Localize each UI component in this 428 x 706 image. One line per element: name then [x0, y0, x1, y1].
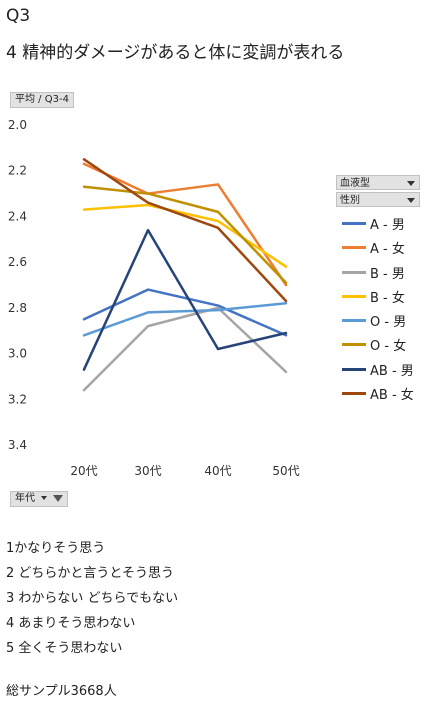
- series-lines: [82, 158, 288, 392]
- chart-subtitle: 4 精神的ダメージがあると体に変調が表れる: [6, 43, 345, 63]
- legend-swatch: [342, 392, 366, 396]
- legend-swatch: [342, 246, 366, 250]
- sample-size: 総サンプル3668人: [6, 684, 117, 699]
- gender-filter-button[interactable]: 性別: [336, 192, 420, 207]
- answer-scale-notes: 1かなりそう思う 2 どちらかと言うとそう思う 3 わからない どちらでもない …: [6, 536, 178, 661]
- age-field-button[interactable]: 年代: [10, 491, 69, 507]
- gender-filter-label: 性別: [340, 195, 360, 206]
- legend-label: B - 男: [370, 266, 405, 282]
- y-tick-label: 3.4: [8, 438, 27, 452]
- legend-label: AB - 男: [370, 363, 414, 379]
- legend-label: A - 女: [370, 242, 405, 258]
- value-field-button[interactable]: 平均 / Q3-4: [10, 92, 74, 108]
- series-line: [82, 228, 288, 371]
- series-line: [82, 302, 288, 337]
- blood-type-filter-label: 血液型: [340, 178, 370, 189]
- legend-swatch: [342, 343, 366, 347]
- legend-swatch: [342, 367, 366, 371]
- series-line: [82, 306, 288, 392]
- dropdown-arrow-icon: [407, 198, 415, 203]
- series-line: [82, 185, 288, 284]
- dropdown-arrow-icon: [41, 496, 48, 500]
- series-line: [82, 162, 288, 287]
- blood-type-filter-button[interactable]: 血液型: [336, 175, 420, 190]
- legend-label: B - 女: [370, 290, 405, 306]
- filter-funnel-icon: [53, 494, 64, 502]
- dropdown-arrow-icon: [407, 181, 415, 186]
- answer-scale-item: 5 全くそう思わない: [6, 641, 123, 656]
- answer-scale-item: 1かなりそう思う: [6, 541, 106, 556]
- legend-swatch: [342, 270, 366, 274]
- y-tick-label: 3.2: [8, 392, 27, 406]
- y-tick-label: 2.0: [8, 118, 27, 132]
- legend-swatch: [342, 294, 366, 298]
- legend-swatch: [342, 222, 366, 225]
- series-line: [82, 158, 288, 303]
- answer-scale-item: 3 わからない どちらでもない: [6, 591, 179, 606]
- x-tick-label: 20代: [70, 464, 97, 478]
- answer-scale-item: 4 あまりそう思わない: [6, 616, 136, 631]
- age-field-label: 年代: [15, 493, 35, 504]
- legend-label: AB - 女: [370, 388, 414, 404]
- y-tick-label: 2.6: [8, 255, 27, 269]
- y-tick-label: 2.8: [8, 301, 27, 315]
- x-tick-label: 40代: [204, 464, 231, 478]
- y-tick-label: 2.4: [8, 209, 27, 223]
- y-tick-label: 2.2: [8, 164, 27, 178]
- y-tick-label: 3.0: [8, 347, 27, 361]
- value-field-label: 平均 / Q3-4: [15, 94, 69, 105]
- legend-label: O - 男: [370, 315, 407, 331]
- answer-scale-item: 2 どちらかと言うとそう思う: [6, 566, 175, 581]
- series-line: [82, 203, 288, 268]
- legend-label: O - 女: [370, 339, 407, 355]
- chart-title: Q3: [6, 6, 31, 26]
- line-chart: 2.0 2.2 2.4 2.6 2.8 3.0 3.2 3.4 20代 30代 40代 50代: [8, 118, 300, 478]
- y-axis-ticks: 2.0 2.2 2.4 2.6 2.8 3.0 3.2 3.4: [8, 118, 27, 452]
- x-axis-ticks: 20代 30代 40代 50代: [70, 464, 299, 478]
- legend-label: A - 男: [370, 218, 405, 233]
- legend-swatch: [342, 319, 366, 323]
- series-line: [82, 288, 288, 337]
- x-tick-label: 30代: [134, 464, 161, 478]
- x-tick-label: 50代: [272, 464, 299, 478]
